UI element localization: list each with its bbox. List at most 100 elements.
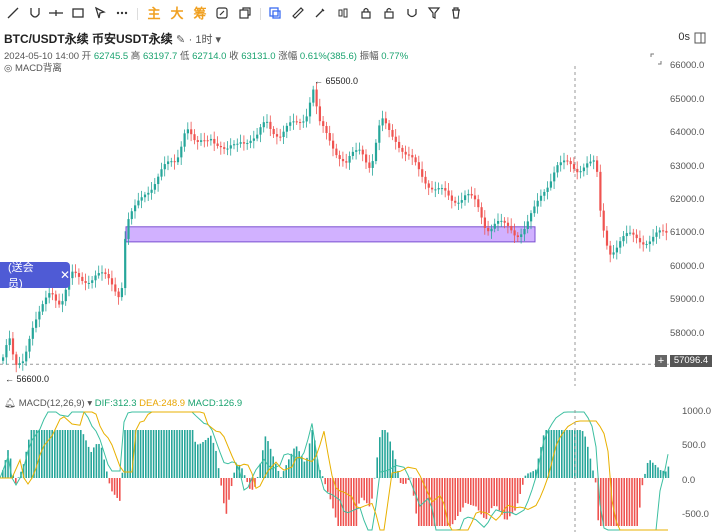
candle-body [596,160,599,172]
macd-histogram-bar [350,478,352,526]
expand-icon[interactable] [650,52,662,65]
macd-histogram-bar [241,468,243,478]
macd-histogram-bar [25,451,27,478]
dea-line [0,411,668,531]
interval-selector[interactable]: · 1时 ▾ [188,34,222,46]
candle-body [200,140,203,142]
horizontal-line-icon[interactable] [48,6,64,22]
curve-icon[interactable] [28,6,42,22]
overlay-indicator-label[interactable]: ◎ MACD背离 [4,60,62,74]
candles-icon[interactable] [336,6,350,22]
candle-body [378,125,381,143]
macd-histogram-bar [550,430,553,478]
candle-body [74,271,77,274]
bell-icon[interactable]: 🔔︎ [4,398,17,409]
macd-histogram-bar [384,430,386,478]
brush-icon[interactable] [313,6,327,22]
ruler-icon[interactable] [291,6,305,22]
rectangle-icon[interactable] [71,6,85,22]
settings-panel-icon[interactable] [694,31,706,44]
chevron-down-icon[interactable]: ▾ [87,398,93,409]
candle-body [18,363,21,365]
macd-name[interactable]: MACD(12,26,9) [18,398,85,409]
candle-body [566,160,569,162]
candle-body [84,281,87,283]
macd-histogram-bar [285,465,287,478]
macd-histogram-bar [301,456,303,478]
macd-histogram-bar [171,430,173,478]
add-alert-button[interactable]: + [655,355,667,367]
candle-body [137,200,140,206]
big-button[interactable]: 大 [170,6,184,21]
candle-body [38,311,41,320]
interval-label: 1时 [195,34,213,46]
unlock-icon[interactable] [382,6,396,22]
main-indicator-button[interactable]: 主 [147,6,161,21]
candle-body [206,140,209,142]
candle-body [312,89,315,103]
macd-histogram-bar [459,478,462,512]
lock-icon[interactable] [359,6,373,22]
macd-chart[interactable] [0,410,670,532]
candlestick-chart[interactable] [0,66,670,386]
overlay-indicator-name: MACD背离 [14,63,62,74]
macd-histogram-bar [467,478,469,504]
candle-body [444,188,447,191]
macd-histogram-bar [321,476,324,478]
low-annotation: ← 56600.0 [5,374,50,384]
candle-body [652,236,655,242]
macd-histogram-bar [98,443,100,478]
macd-histogram-bar [280,477,282,478]
macd-histogram-bar [64,430,66,478]
macd-legend: 🔔︎ MACD(12,26,9) ▾ DIF:312.3 DEA:248.9 M… [4,398,242,409]
filter-icon[interactable] [427,6,441,22]
candle-body [506,222,510,226]
arrow-icon[interactable] [93,6,107,22]
price-tick: 60000.0 [670,261,705,272]
macd-histogram-bar [470,478,472,505]
price-tick: 63000.0 [670,161,705,172]
candle-body [480,207,483,218]
macd-histogram-bar [571,430,573,478]
macd-histogram-bar [363,478,365,501]
macd-histogram-bar [594,478,597,483]
macd-histogram-bar [386,432,389,478]
macd-histogram-bar [641,478,644,486]
edit-symbol-icon[interactable]: ✎ [176,34,186,46]
trash-icon[interactable] [449,6,463,22]
macd-histogram-bar [472,478,475,506]
indicator-settings-icon[interactable]: ◎ [4,63,13,74]
symbol-header: BTC/USDT永续 币安USDT永续 ✎ · 1时 ▾ [4,30,221,47]
macd-histogram-bar [662,470,664,478]
close-icon[interactable]: ✕ [59,268,70,282]
candle-body [572,164,576,169]
candle-body [332,140,335,149]
candle-body [196,140,199,142]
drawing-toolbar: 主 大 筹 [0,0,712,28]
more-icon[interactable] [115,6,129,22]
layers-icon[interactable] [268,6,282,22]
edit-icon[interactable] [215,6,229,22]
candle-body [335,148,338,156]
macd-histogram-bar [194,441,196,478]
candle-body [11,338,15,355]
price-tick: 66000.0 [670,60,705,71]
candle-body [645,244,648,246]
candle-body [292,121,295,123]
symbol-name[interactable]: BTC/USDT永续 [4,32,89,46]
macd-histogram-bar [230,478,233,487]
candle-body [384,118,387,124]
macd-histogram-bar [35,430,38,478]
macd-histogram-bar [215,450,217,478]
macd-histogram-bar [587,446,589,478]
promo-banner[interactable]: (送会员) ✕ [0,262,70,290]
line-icon[interactable] [6,6,20,22]
toolbar-divider [137,8,138,20]
macd-histogram-bar [282,471,285,478]
copy-icon[interactable] [238,6,252,22]
magnet-icon[interactable] [405,6,419,22]
candle-body [186,129,189,134]
macd-histogram-bar [373,477,376,479]
chip-button[interactable]: 筹 [193,6,207,21]
candle-body [629,232,632,234]
